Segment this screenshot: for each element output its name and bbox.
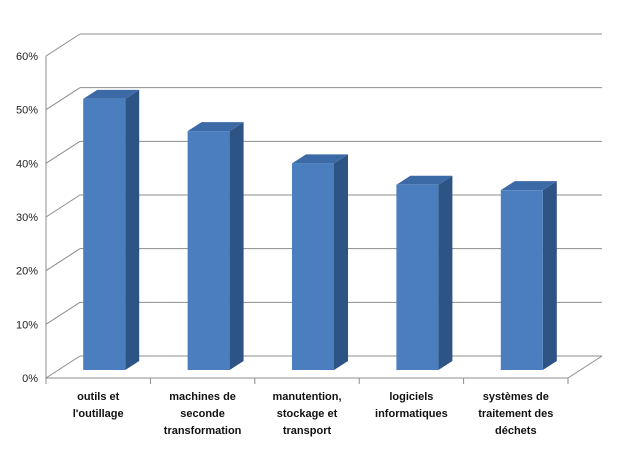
gridline-depth — [45, 301, 81, 325]
x-tick-label: stockage et — [277, 408, 338, 420]
bar-top — [500, 181, 557, 191]
bar — [396, 184, 439, 370]
bar — [500, 190, 543, 370]
bar-top — [83, 89, 140, 99]
bar-side — [542, 181, 557, 370]
bar-side — [125, 89, 140, 370]
gridline-depth — [45, 194, 81, 218]
x-tick-label: transport — [283, 425, 332, 437]
x-tick-label: machines de — [169, 391, 236, 403]
x-tick-label: outils et — [77, 391, 120, 403]
bar-layer — [83, 89, 557, 370]
bar — [187, 131, 230, 370]
x-tick-label: transformation — [164, 425, 242, 437]
x-tick-label: traitement des — [478, 408, 553, 420]
y-tick-label: 40% — [16, 158, 38, 170]
x-tick-label: déchets — [495, 425, 537, 437]
bar — [292, 163, 334, 370]
label-layer: 0% 10% 20% 30% 40% 50% 60% outils et l'outillage… — [16, 51, 553, 437]
y-tick-label: 30% — [16, 212, 38, 224]
bar-side — [438, 175, 453, 370]
bar-side — [229, 122, 244, 370]
bar-top — [187, 122, 244, 132]
y-tick-label: 20% — [16, 266, 38, 278]
y-tick-label: 0% — [22, 373, 38, 385]
gridline-depth — [45, 355, 81, 379]
bar — [83, 98, 126, 370]
x-tick-label: manutention, — [272, 391, 341, 403]
y-tick-label: 60% — [16, 51, 38, 63]
x-tick-label: seconde — [180, 408, 225, 420]
x-tick-label: systèmes de — [483, 391, 549, 403]
x-tick-label: informatiques — [375, 408, 448, 420]
gridline-depth — [45, 87, 81, 111]
floor-edge — [567, 355, 603, 379]
x-tick-label: logiciels — [389, 391, 433, 403]
bar-side — [334, 154, 348, 370]
y-tick-label: 50% — [16, 105, 38, 117]
gridline-depth — [45, 248, 81, 272]
x-tick-label: l'outillage — [73, 408, 124, 420]
gridline-depth — [45, 140, 81, 164]
y-tick-label: 10% — [16, 319, 38, 331]
bar-top — [396, 175, 453, 185]
axis-layer — [45, 56, 603, 384]
bar-top — [292, 154, 348, 164]
gridline-depth — [45, 33, 81, 57]
